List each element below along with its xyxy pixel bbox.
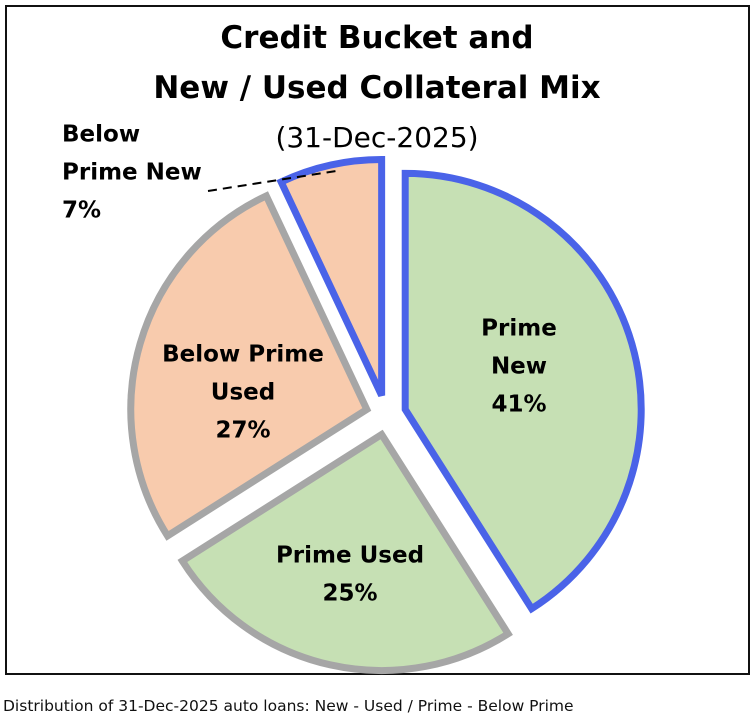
slice-label: 7% [62, 198, 101, 224]
pie-slice [177, 429, 513, 674]
slice-label: 25% [322, 581, 377, 607]
pie-slice [127, 191, 372, 541]
chart-subtitle: (31-Dec-2025) [275, 121, 479, 154]
slice-label: New [491, 354, 547, 380]
figure-caption: Distribution of 31-Dec-2025 auto loans: … [3, 697, 574, 715]
slice-label: 27% [215, 418, 270, 444]
slice-label: Prime New [62, 160, 202, 186]
slice-label: Below Prime [162, 342, 324, 368]
leader-line [207, 170, 337, 192]
pie-chart: Prime New 41% Prime Used 25% Below Prime Used 2… [62, 122, 645, 674]
slice-label: 41% [491, 392, 546, 418]
chart-title-line-1: Credit Bucket and [220, 20, 534, 56]
pie-slice [401, 169, 645, 614]
slice-label: Used [211, 380, 275, 406]
pie-slice [276, 155, 386, 397]
chart-title-line-2: New / Used Collateral Mix [153, 70, 601, 106]
slice-label: Prime Used [276, 543, 424, 569]
slice-label: Prime [481, 316, 557, 342]
slice-label: Below [62, 122, 140, 148]
